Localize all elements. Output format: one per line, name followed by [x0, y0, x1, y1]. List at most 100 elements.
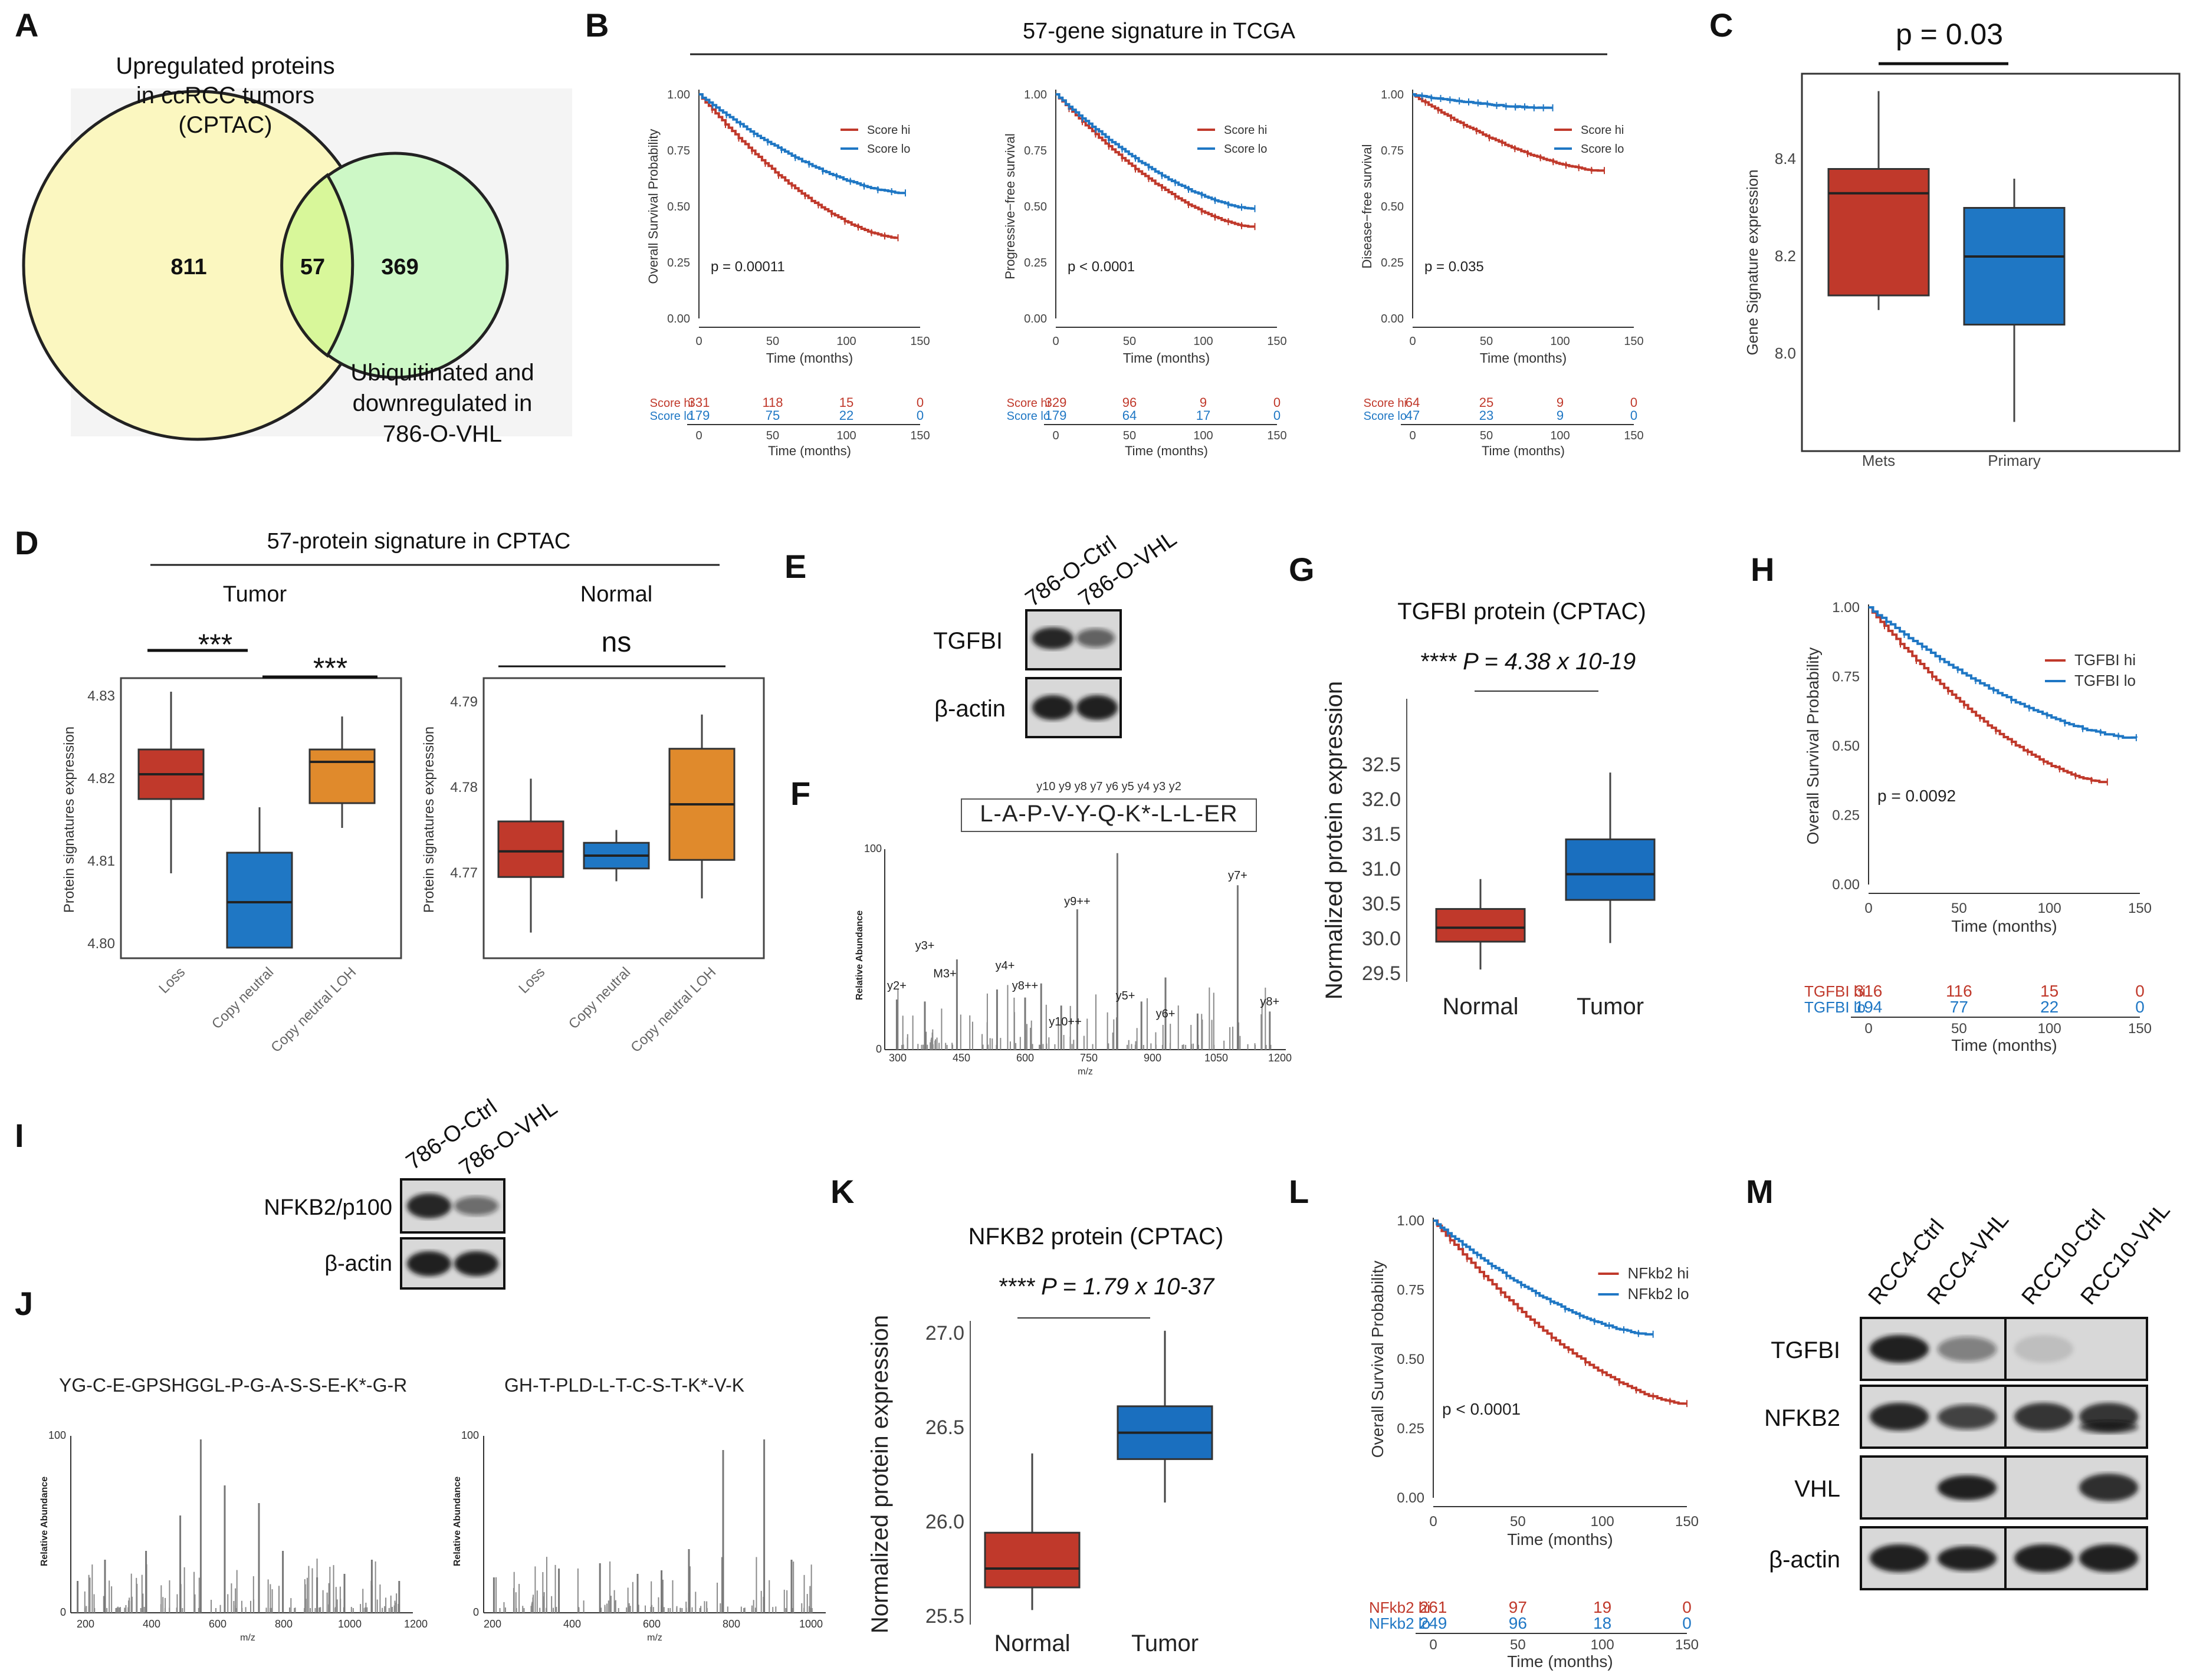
- b-km-curve-lo: [1413, 93, 1553, 109]
- panel-b-title: 57-gene signature in TCGA: [1023, 19, 1296, 44]
- c-ytick: 8.2: [1775, 247, 1796, 265]
- i-band-actin-ctrl: [407, 1251, 451, 1276]
- b-ylabel: Disease−free survival: [1360, 144, 1374, 269]
- h-risk-hi-value: 15: [2040, 982, 2058, 1000]
- l-xtick: 50: [1510, 1514, 1526, 1530]
- d-tumor-xtick: Copy neutral LOH: [268, 964, 359, 1056]
- l-ytick: 0.25: [1397, 1421, 1424, 1437]
- h-risk-xtick: 150: [2128, 1021, 2152, 1037]
- e-band-actin-ctrl: [1032, 695, 1073, 720]
- b-risk-xtick: 50: [1123, 429, 1136, 442]
- b-risk-xtick: 100: [1193, 429, 1213, 442]
- b-risk-hi-value: 9: [1557, 395, 1564, 410]
- b-xlabel: Time (months): [1123, 350, 1210, 366]
- k-ylabel: Normalized protein expression: [867, 1315, 893, 1633]
- j-xtick-1: 200: [77, 1618, 94, 1630]
- d-normal-xtick: Copy neutral LOH: [628, 964, 719, 1056]
- g-pvalue: **** P = 4.38 x 10-19: [1420, 649, 1636, 675]
- f-xtick: 600: [1016, 1052, 1034, 1064]
- d-normal-ylabel: Protein signatures expression: [421, 726, 437, 913]
- panel-label-k: K: [830, 1173, 854, 1210]
- e-band-actin-vhl: [1076, 695, 1118, 720]
- b-ylabel: Progressive−free survival: [1003, 133, 1017, 280]
- b-risk-xlabel: Time (months): [1482, 443, 1565, 458]
- panel-label-h: H: [1751, 551, 1774, 588]
- panel-g-title: TGFBI protein (CPTAC): [1397, 599, 1646, 624]
- panel-k-title: NFKB2 protein (CPTAC): [968, 1224, 1224, 1250]
- b-legend-hi: Score hi: [867, 124, 910, 137]
- b-ytick: 0.00: [667, 313, 690, 326]
- j-ylabel-2: Relative Abundance: [452, 1477, 462, 1566]
- g-xtick: Tumor: [1577, 994, 1644, 1020]
- b-xtick: 150: [1624, 335, 1643, 348]
- panel-label-f: F: [790, 775, 810, 812]
- d-sig-2: ***: [313, 652, 347, 685]
- b-risk-lo-value: 64: [1122, 408, 1137, 423]
- l-risk-xtick: 0: [1429, 1637, 1437, 1653]
- f-ylabel: Relative Abundance: [855, 910, 865, 1000]
- k-pvalue: **** P = 1.79 x 10-37: [998, 1274, 1215, 1300]
- l-risk-xtick: 150: [1675, 1637, 1699, 1653]
- b-risk-hi-value: 0: [1273, 395, 1281, 410]
- venn-left-count: 811: [170, 255, 206, 280]
- b-ytick: 0.25: [667, 257, 690, 269]
- panel-label-m: M: [1746, 1173, 1774, 1210]
- l-xlabel: Time (months): [1507, 1530, 1613, 1549]
- g-ytick: 30.0: [1362, 928, 1401, 950]
- l-pvalue: p < 0.0001: [1442, 1400, 1521, 1418]
- j-ylabel-2-top: 100: [461, 1429, 479, 1441]
- b-risk-hi-value: 329: [1045, 395, 1067, 410]
- h-km-curve-lo: [1869, 606, 2138, 739]
- g-ytick: 31.5: [1362, 823, 1401, 846]
- b-risk-hi-value: 64: [1406, 395, 1420, 410]
- m-band: [2014, 1403, 2073, 1431]
- b-risk-xtick: 0: [1409, 429, 1416, 442]
- d-normal-ytick: 4.77: [450, 865, 478, 881]
- b-ytick: 0.50: [1381, 200, 1404, 213]
- f-xtick: 750: [1080, 1052, 1098, 1064]
- l-km-curve-hi: [1433, 1219, 1687, 1405]
- b-xtick: 100: [1193, 335, 1213, 348]
- d-tumor-cnloh-box: [308, 748, 376, 804]
- h-ytick: 0.75: [1832, 669, 1860, 685]
- f-peak-label: y10++: [1049, 1015, 1082, 1028]
- h-risk-lo-value: 77: [1950, 998, 1968, 1016]
- i-band-nfkb2-ctrl: [407, 1194, 451, 1218]
- b-xtick: 0: [1052, 335, 1059, 348]
- b-risk-lo-label: Score lo: [1007, 410, 1050, 423]
- g-ytick: 32.5: [1362, 754, 1401, 776]
- b-risk-lo-value: 0: [1630, 408, 1637, 423]
- b-risk-lo-value: 9: [1557, 408, 1564, 423]
- e-row-label: TGFBI: [933, 628, 1003, 654]
- b-risk-hi-label: Score hi: [1007, 397, 1050, 410]
- c-xtick: Mets: [1862, 452, 1895, 469]
- h-risk-xtick: 100: [2038, 1021, 2061, 1037]
- panel-d-tumor-label: Tumor: [223, 582, 287, 607]
- panel-d-normal-label: Normal: [580, 582, 652, 607]
- j-ylabel-1-bottom: 0: [60, 1606, 66, 1618]
- h-xtick: 100: [2038, 900, 2061, 916]
- b-ytick: 1.00: [1024, 88, 1047, 101]
- b-ytick: 0.50: [667, 200, 690, 213]
- k-xtick: Tumor: [1131, 1630, 1199, 1656]
- h-risk-xtick: 50: [1951, 1021, 1967, 1037]
- b-km-curve-lo: [1056, 93, 1255, 210]
- b-risk-lo-value: 22: [839, 408, 853, 423]
- b-risk-hi-value: 15: [839, 395, 853, 410]
- panel-d-boxplots: 4.83 4.82 4.81 4.80 Protein signatures expre…: [61, 627, 765, 1056]
- f-peak-label: y6+: [1156, 1008, 1176, 1021]
- b-risk-lo-value: 0: [917, 408, 924, 423]
- b-risk-xlabel: Time (months): [768, 443, 851, 458]
- b-risk-hi-value: 331: [688, 395, 710, 410]
- d-tumor-xtick: Copy neutral: [209, 964, 277, 1032]
- b-km-curve-lo: [699, 93, 905, 195]
- panel-j-ms-spectra: YG-C-E-GPSHGGL-P-G-A-S-S-E-K*-G-R GH-T-PL…: [40, 1375, 826, 1643]
- m-band: [2079, 1474, 2138, 1501]
- panel-label-e: E: [784, 548, 806, 585]
- j-ylabel-1: Relative Abundance: [40, 1477, 50, 1566]
- m-band: [1870, 1403, 1929, 1431]
- b-xtick: 50: [766, 335, 779, 348]
- l-risk-lo-value: 18: [1593, 1614, 1611, 1632]
